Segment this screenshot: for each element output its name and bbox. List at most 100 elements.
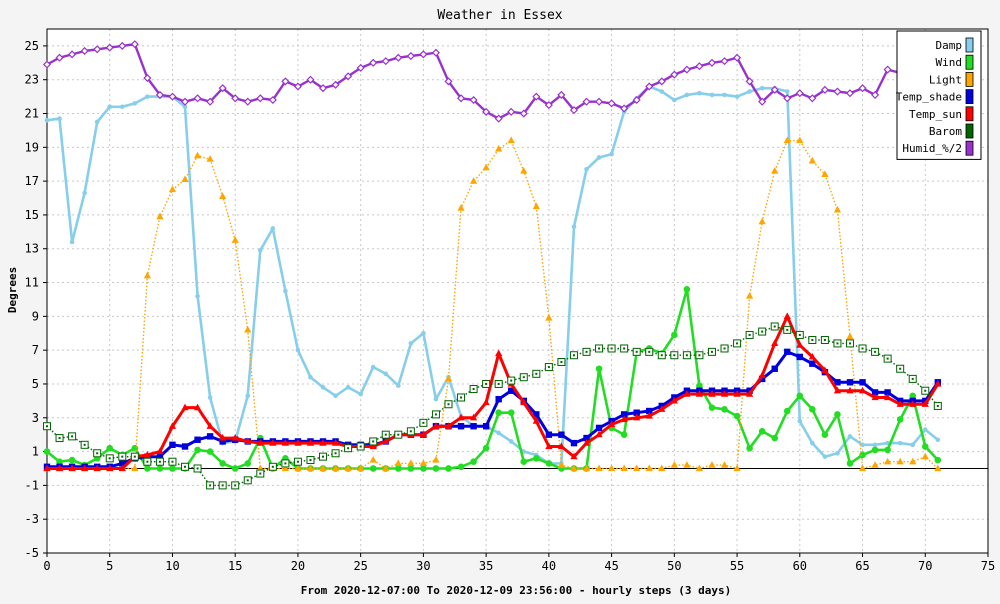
data-point — [582, 439, 591, 446]
data-point — [833, 386, 842, 394]
data-point — [607, 99, 616, 108]
data-point — [708, 390, 716, 397]
y-tick-label: -3 — [25, 512, 39, 526]
data-point-center — [96, 452, 99, 455]
legend-swatch — [965, 72, 974, 87]
data-point — [69, 239, 75, 245]
data-point-center — [510, 379, 513, 382]
data-point — [195, 293, 200, 299]
data-point — [720, 57, 729, 66]
data-point — [369, 465, 377, 472]
data-point — [822, 454, 828, 459]
data-point — [935, 437, 941, 443]
data-point — [207, 395, 213, 400]
data-point-center — [535, 372, 538, 375]
data-point — [270, 226, 276, 231]
data-point-center — [610, 347, 613, 350]
data-point — [557, 461, 566, 468]
data-point — [771, 339, 779, 346]
y-tick-label: -5 — [25, 546, 39, 560]
data-point — [921, 400, 929, 407]
data-point — [746, 444, 753, 452]
data-point — [733, 390, 741, 397]
data-point — [608, 464, 616, 472]
data-point-center — [660, 354, 663, 357]
data-point-center — [71, 435, 74, 438]
data-point — [570, 464, 578, 472]
data-point — [131, 464, 139, 472]
data-point — [758, 375, 766, 383]
data-point — [659, 89, 665, 94]
data-point — [595, 97, 604, 106]
data-point — [721, 406, 728, 413]
data-point — [796, 341, 804, 348]
data-point — [632, 95, 641, 105]
data-point-center — [698, 354, 701, 357]
data-point — [871, 393, 879, 401]
data-point — [119, 104, 125, 110]
data-point — [219, 434, 227, 441]
data-point — [808, 156, 816, 164]
data-point — [771, 365, 778, 372]
data-point — [231, 465, 239, 472]
data-point-center — [296, 460, 299, 463]
data-point — [620, 415, 628, 423]
data-point — [169, 441, 176, 449]
data-point — [369, 442, 377, 450]
data-point — [407, 459, 415, 467]
data-point — [105, 43, 114, 52]
data-point — [206, 433, 214, 440]
data-point — [746, 390, 754, 397]
data-point — [82, 190, 87, 196]
data-point — [256, 464, 264, 472]
data-point — [193, 94, 202, 103]
data-point — [909, 457, 917, 465]
data-point — [658, 405, 666, 412]
data-point — [469, 413, 478, 421]
data-point — [369, 58, 378, 67]
data-point — [620, 464, 628, 472]
y-tick-label: 25 — [25, 39, 39, 53]
data-point-center — [271, 465, 274, 468]
data-point — [118, 41, 127, 50]
data-point — [821, 431, 829, 438]
x-tick-label: 35 — [479, 559, 493, 573]
legend-label: Wind — [936, 56, 963, 69]
data-point — [395, 465, 402, 472]
data-point-center — [773, 325, 776, 328]
data-point — [532, 417, 540, 424]
data-point — [784, 89, 790, 94]
data-point — [156, 453, 164, 460]
data-point — [94, 119, 100, 125]
data-point — [495, 395, 502, 403]
data-point — [858, 464, 867, 472]
data-point — [584, 166, 589, 172]
data-point-center — [899, 367, 902, 370]
data-point — [533, 411, 540, 418]
data-point — [257, 248, 263, 253]
data-point — [672, 97, 677, 103]
data-point — [406, 51, 415, 61]
data-point — [470, 458, 477, 466]
data-point — [733, 53, 742, 62]
data-point — [294, 439, 302, 446]
data-point — [168, 92, 177, 101]
data-point — [318, 84, 328, 93]
data-point — [884, 389, 891, 396]
data-point — [56, 458, 63, 466]
data-point — [244, 437, 252, 445]
data-point — [496, 430, 501, 436]
data-point — [319, 439, 327, 446]
data-point — [871, 389, 879, 396]
data-point-center — [598, 347, 601, 350]
x-tick-label: 0 — [43, 559, 50, 573]
data-point — [545, 460, 553, 467]
data-point — [156, 465, 164, 472]
data-point-center — [648, 350, 651, 353]
data-point — [57, 116, 62, 121]
data-point — [507, 136, 515, 144]
data-point — [820, 85, 829, 94]
data-point — [244, 460, 252, 467]
data-point-center — [384, 433, 387, 436]
data-point — [783, 407, 791, 415]
